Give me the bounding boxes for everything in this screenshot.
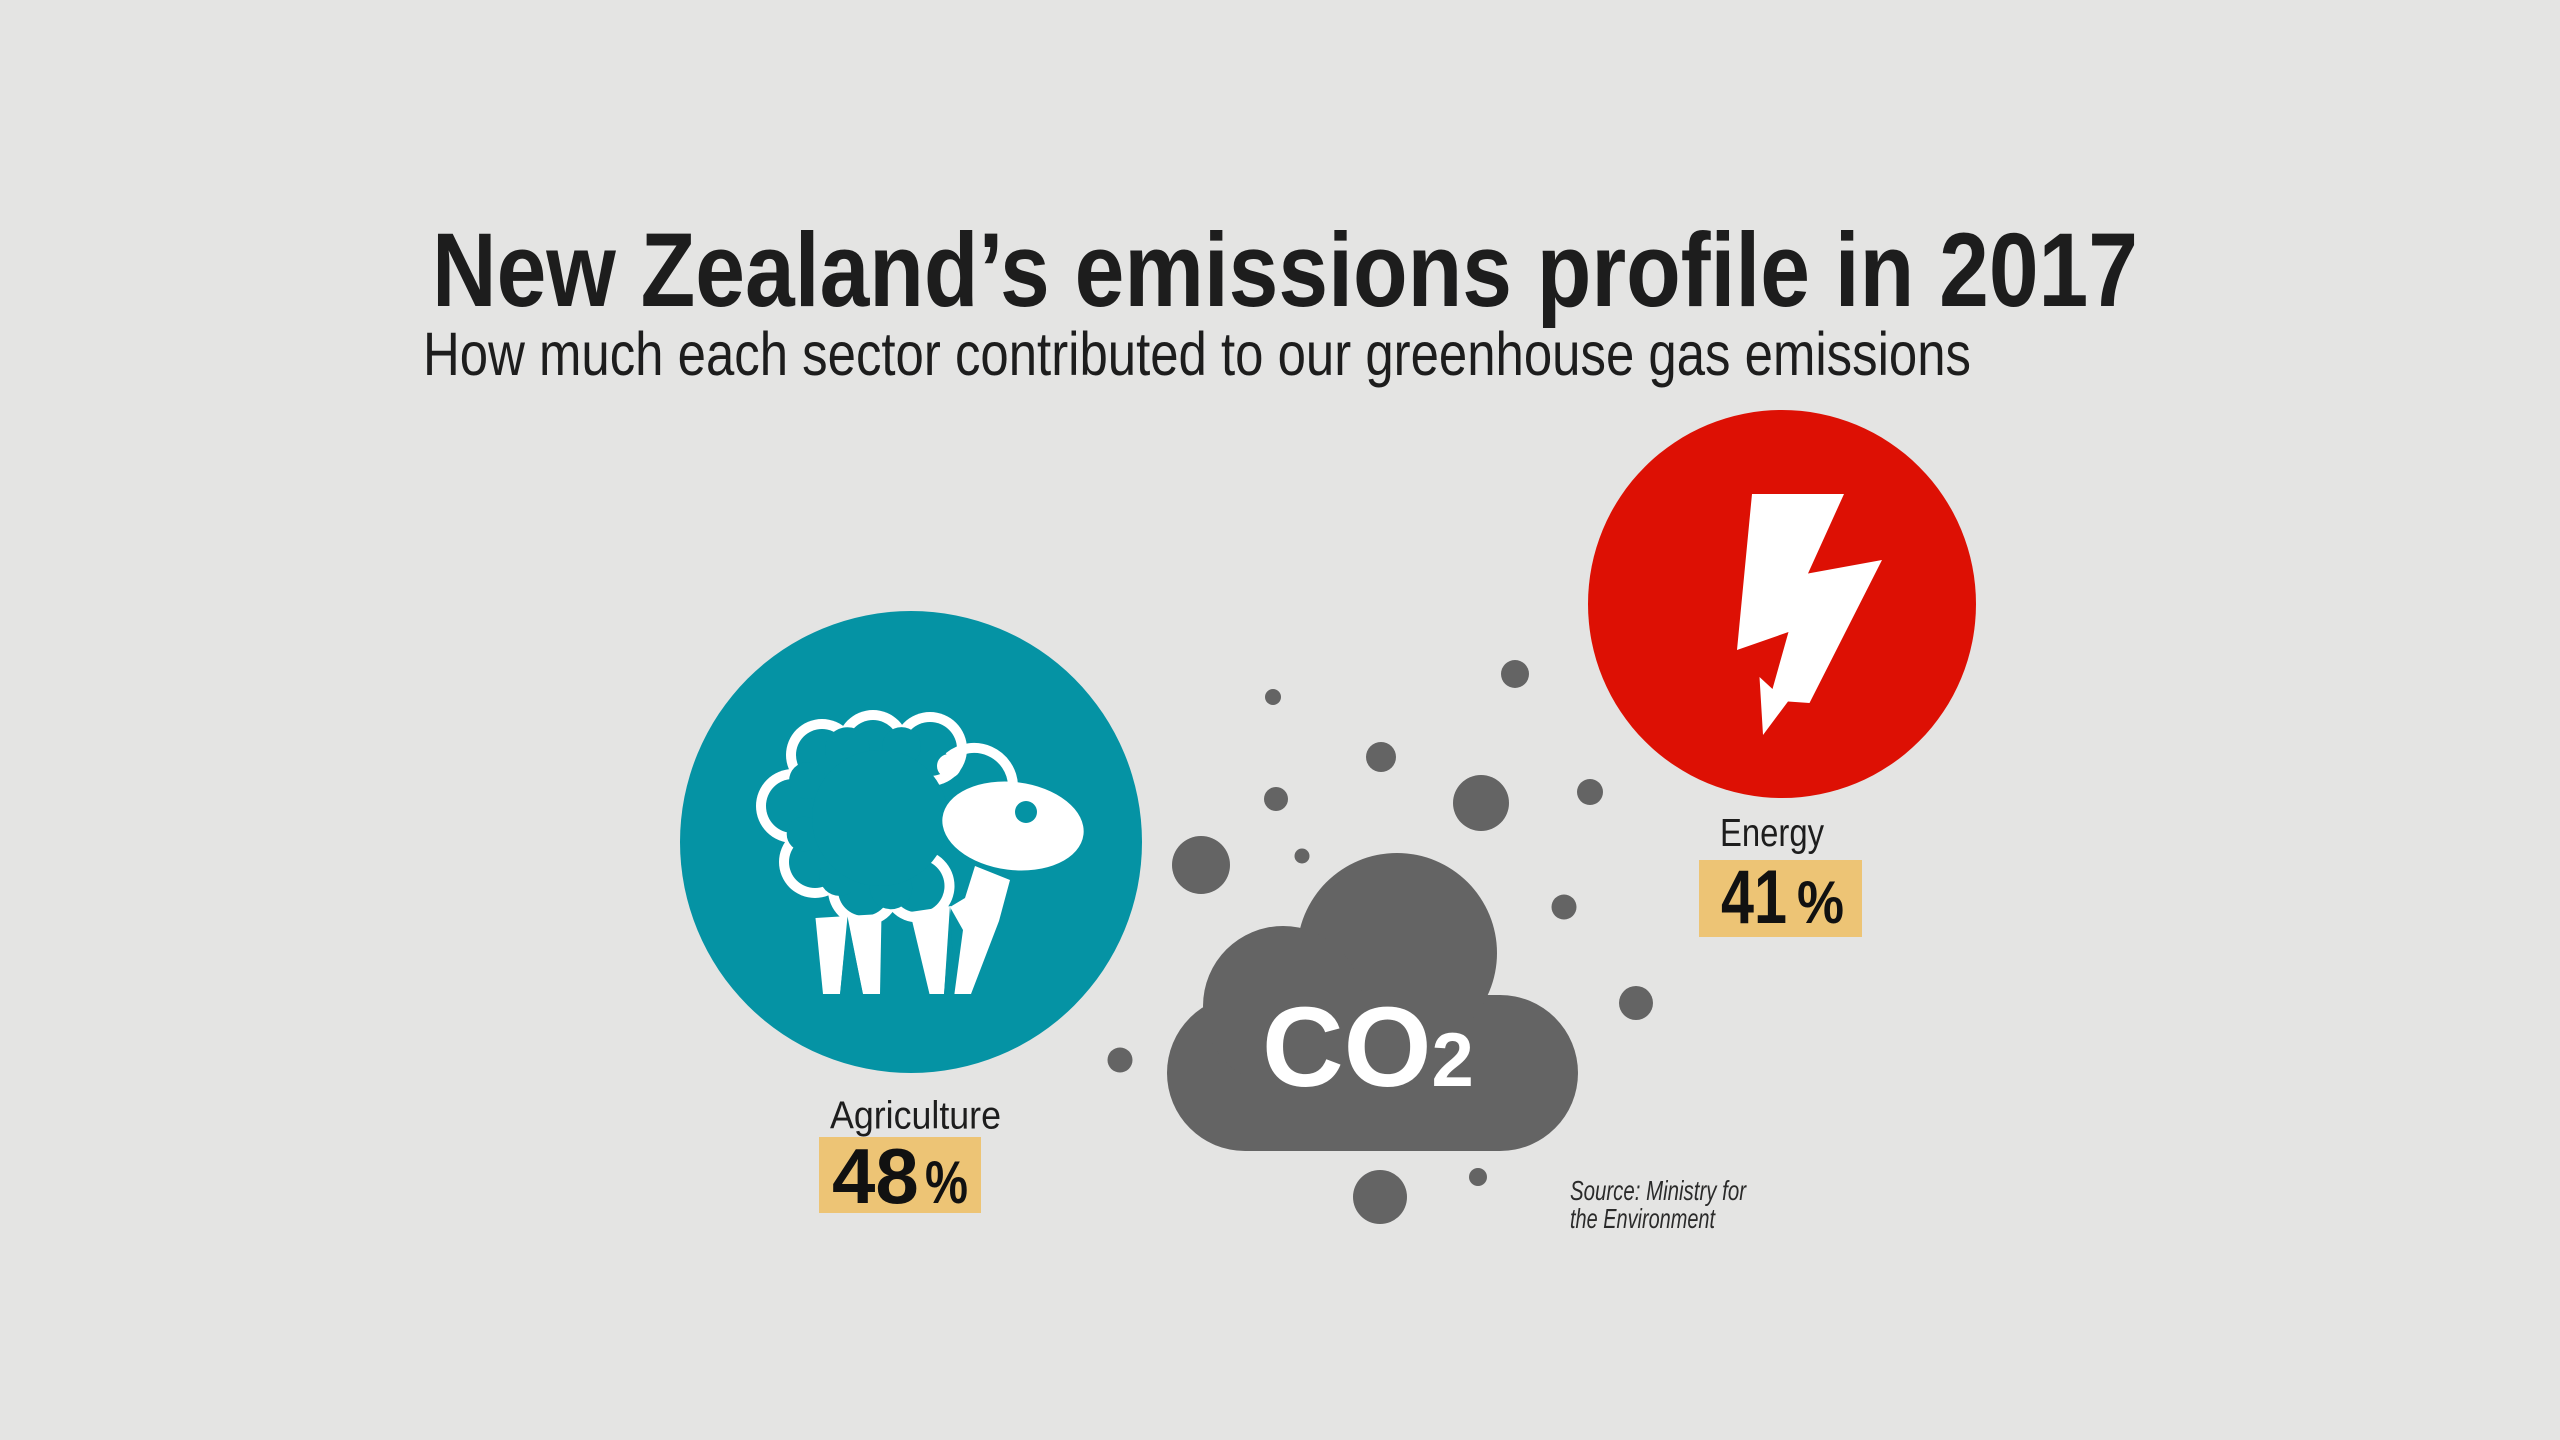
svg-text:Energy: Energy xyxy=(1720,812,1824,855)
svg-text:the Environment: the Environment xyxy=(1570,1203,1716,1234)
svg-text:New Zealand’s emissions profil: New Zealand’s emissions profile in 2017 xyxy=(432,212,2138,329)
svg-text:%: % xyxy=(1797,869,1844,936)
svg-text:48: 48 xyxy=(832,1132,919,1220)
svg-text:%: % xyxy=(925,1149,968,1216)
svg-text:How much each sector contribut: How much each sector contributed to our … xyxy=(423,320,1971,388)
svg-text:Agriculture: Agriculture xyxy=(830,1095,1001,1138)
svg-text:Source: Ministry for: Source: Ministry for xyxy=(1570,1175,1747,1206)
svg-text:41: 41 xyxy=(1721,855,1787,940)
